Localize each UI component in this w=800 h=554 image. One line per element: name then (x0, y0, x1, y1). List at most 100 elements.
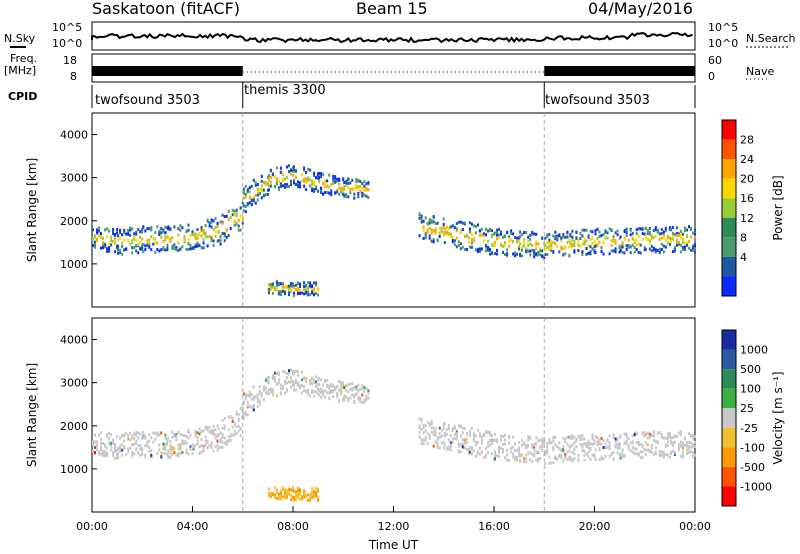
velocity-cell (148, 433, 151, 437)
power-cell (589, 245, 592, 249)
power-colorbar-swatch (722, 198, 736, 218)
velocity-cell (244, 393, 247, 397)
velocity-cell (315, 491, 318, 494)
velocity-cell (98, 452, 100, 456)
power-cell (633, 250, 636, 254)
power-cell (332, 174, 335, 178)
velocity-cell (518, 446, 521, 450)
velocity-cell (288, 487, 290, 491)
power-cell (434, 227, 437, 231)
velocity-cell (587, 439, 590, 443)
power-cell (521, 248, 524, 252)
velocity-colorbar-tick-label: -1000 (740, 480, 772, 493)
power-cell (491, 243, 493, 247)
velocity-cell (347, 397, 350, 401)
power-cell (438, 234, 441, 238)
velocity-cell (447, 445, 450, 449)
power-cell (189, 247, 192, 251)
velocity-cell (114, 456, 117, 460)
power-cell (137, 251, 140, 255)
power-cell (225, 235, 228, 239)
velocity-cell (295, 369, 297, 373)
power-cell (133, 246, 136, 250)
velocity-cell (671, 449, 674, 453)
power-cell (309, 168, 312, 172)
velocity-cell (104, 453, 107, 457)
power-cell (127, 238, 130, 242)
velocity-cell (309, 380, 312, 384)
velocity-cell (202, 429, 205, 433)
velocity-cell (262, 385, 265, 388)
velocity-cell (633, 431, 636, 435)
velocity-cell (468, 434, 471, 438)
velocity-cell (173, 446, 176, 450)
power-cell (449, 232, 452, 236)
power-cell (577, 249, 580, 252)
power-cell (564, 252, 567, 256)
power-cell (269, 176, 272, 179)
power-cell (361, 182, 364, 185)
power-cell (235, 212, 238, 216)
power-cell (231, 208, 234, 212)
velocity-cell (284, 493, 286, 497)
velocity-cell (606, 439, 609, 443)
power-cell (284, 177, 286, 181)
velocity-cell (169, 455, 172, 459)
velocity-cell (608, 441, 611, 445)
velocity-cell (519, 459, 522, 463)
velocity-colorbar-swatch (722, 408, 736, 428)
power-cell (548, 238, 551, 242)
velocity-cell (519, 453, 522, 456)
velocity-cell (315, 375, 318, 379)
velocity-cell (686, 448, 688, 452)
power-cell (436, 239, 439, 243)
x-tick-label: 08:00 (277, 520, 309, 533)
power-cell (612, 235, 615, 239)
power-cell (556, 236, 559, 240)
power-cell (94, 240, 96, 244)
velocity-cell (223, 436, 226, 440)
velocity-cell (297, 381, 299, 385)
velocity-cell (679, 433, 682, 437)
power-cell (614, 241, 617, 245)
power-cell (650, 234, 653, 238)
velocity-colorbar-swatch (722, 388, 736, 409)
velocity-colorbar-frame (721, 329, 737, 507)
power-cell (214, 217, 217, 220)
power-cell (260, 184, 263, 188)
velocity-cell (110, 442, 113, 445)
power-cell (279, 282, 282, 286)
power-cell (192, 245, 195, 249)
velocity-cell (127, 437, 130, 441)
velocity-cell (326, 385, 329, 388)
velocity-cell (550, 461, 553, 465)
velocity-cell (119, 444, 122, 448)
velocity-cell (100, 448, 102, 452)
power-cell (256, 188, 259, 192)
power-cell (455, 236, 458, 240)
power-cell (345, 195, 348, 199)
velocity-cell (436, 437, 439, 441)
power-cell (288, 170, 290, 174)
power-cell (451, 235, 454, 239)
velocity-cell (523, 460, 526, 464)
velocity-cell (116, 449, 119, 452)
power-cell (474, 225, 477, 228)
velocity-cell (169, 447, 172, 451)
power-cell (94, 243, 96, 247)
velocity-colorbar-swatch (722, 330, 736, 350)
velocity-cell (328, 397, 331, 401)
power-cell (200, 227, 203, 231)
power-cell (293, 181, 295, 185)
power-cell (489, 228, 491, 232)
power-cell (328, 185, 331, 189)
velocity-cell (167, 449, 170, 453)
velocity-cell (267, 491, 270, 495)
power-cell (577, 243, 580, 247)
power-cell (303, 292, 306, 296)
power-cell (343, 187, 346, 191)
velocity-cell (589, 447, 592, 450)
velocity-cell (330, 384, 333, 388)
power-cell (210, 225, 213, 229)
power-cell (141, 243, 144, 247)
